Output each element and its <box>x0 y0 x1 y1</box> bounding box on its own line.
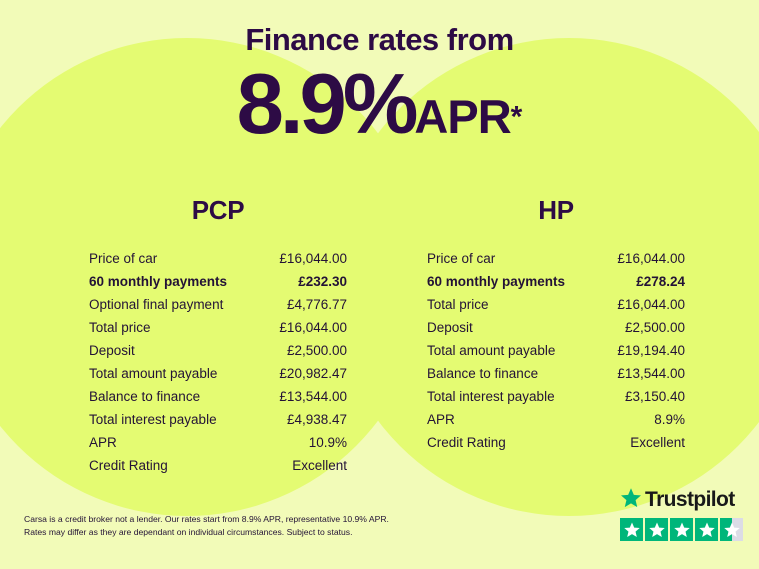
table-row: Credit Rating Excellent <box>427 431 685 454</box>
disclaimer: Carsa is a credit broker not a lender. O… <box>24 513 454 540</box>
table-row: Total amount payable £19,194.40 <box>427 339 685 362</box>
row-value: £232.30 <box>298 274 347 289</box>
row-label: Deposit <box>427 320 473 335</box>
row-value: 8.9% <box>654 412 685 427</box>
row-label: Total price <box>89 320 151 335</box>
page-title: Finance rates from <box>245 22 514 57</box>
background-circle-right <box>330 38 759 516</box>
row-label: Deposit <box>89 343 135 358</box>
row-label: Total interest payable <box>427 389 555 404</box>
row-value: £13,544.00 <box>617 366 685 381</box>
row-value: £16,044.00 <box>617 251 685 266</box>
table-row: Credit Rating Excellent <box>89 454 347 477</box>
row-label: Credit Rating <box>89 458 168 473</box>
row-label: Balance to finance <box>89 389 201 404</box>
row-label: Total interest payable <box>89 412 217 427</box>
disclaimer-line-1: Carsa is a credit broker not a lender. O… <box>24 514 389 524</box>
table-row: Price of car £16,044.00 <box>427 247 685 270</box>
table-row: APR 8.9% <box>427 408 685 431</box>
table-row: Total interest payable £4,938.47 <box>89 408 347 431</box>
row-value: £16,044.00 <box>279 320 347 335</box>
trustpilot-star-full <box>620 518 643 541</box>
row-value: Excellent <box>630 435 685 450</box>
row-label: Total amount payable <box>89 366 218 381</box>
trustpilot-widget[interactable]: Trustpilot <box>620 487 744 541</box>
table-row: Price of car £16,044.00 <box>89 247 347 270</box>
row-value: £16,044.00 <box>617 297 685 312</box>
table-row: APR 10.9% <box>89 431 347 454</box>
row-label: Price of car <box>89 251 158 266</box>
row-value: Excellent <box>292 458 347 473</box>
row-value: £278.24 <box>636 274 685 289</box>
trustpilot-star-full <box>645 518 668 541</box>
rate-unit: APR <box>414 90 511 143</box>
row-label: APR <box>89 435 117 450</box>
row-value: £3,150.40 <box>624 389 685 404</box>
row-value: £2,500.00 <box>286 343 347 358</box>
table-row: Deposit £2,500.00 <box>427 316 685 339</box>
row-label: Price of car <box>427 251 496 266</box>
row-label: APR <box>427 412 455 427</box>
row-label: Credit Rating <box>427 435 506 450</box>
column-title-hp: HP <box>538 195 574 225</box>
finance-table-pcp: Price of car £16,044.00 60 monthly payment… <box>89 247 347 477</box>
row-value: 10.9% <box>308 435 347 450</box>
row-value: £2,500.00 <box>624 320 685 335</box>
trustpilot-star-icon <box>620 487 642 514</box>
table-row: 60 monthly payments £278.24 <box>427 270 685 293</box>
finance-table-hp: Price of car £16,044.00 60 monthly payment… <box>427 247 685 454</box>
row-value: £20,982.47 <box>279 366 347 381</box>
table-row: Total price £16,044.00 <box>427 293 685 316</box>
trustpilot-wordmark: Trustpilot <box>645 488 735 511</box>
row-label: Total amount payable <box>427 343 556 358</box>
trustpilot-star-half <box>720 518 743 541</box>
finance-column-hp: HP Price of car £16,044.00 60 monthly paym… <box>427 195 685 454</box>
table-row: Total interest payable £3,150.40 <box>427 385 685 408</box>
table-row: Total price £16,044.00 <box>89 316 347 339</box>
row-value: £16,044.00 <box>279 251 347 266</box>
table-row: Balance to finance £13,544.00 <box>427 362 685 385</box>
row-label: Optional final payment <box>89 297 224 312</box>
finance-column-pcp: PCP Price of car £16,044.00 60 monthly pay… <box>89 195 347 477</box>
row-value: £13,544.00 <box>279 389 347 404</box>
column-title-pcp: PCP <box>191 195 245 225</box>
disclaimer-line-2: Rates may differ as they are dependant o… <box>24 527 353 538</box>
row-label: Balance to finance <box>427 366 539 381</box>
headline-rate: 8.9%APR* <box>0 62 759 147</box>
row-label: Total price <box>427 297 489 312</box>
trustpilot-star-rating <box>620 518 744 541</box>
table-row: Deposit £2,500.00 <box>89 339 347 362</box>
trustpilot-logo: Trustpilot <box>620 487 744 513</box>
rate-asterisk: * <box>510 100 523 134</box>
table-row: Optional final payment £4,776.77 <box>89 293 347 316</box>
row-label: 60 monthly payments <box>427 274 566 289</box>
table-row: Total amount payable £20,982.47 <box>89 362 347 385</box>
row-value: £4,938.47 <box>286 412 347 427</box>
row-label: 60 monthly payments <box>89 274 228 289</box>
table-row: Balance to finance £13,544.00 <box>89 385 347 408</box>
table-row: 60 monthly payments £232.30 <box>89 270 347 293</box>
trustpilot-star-full <box>695 518 718 541</box>
rate-value: 8.9% <box>236 57 419 152</box>
row-value: £4,776.77 <box>286 297 347 312</box>
row-value: £19,194.40 <box>617 343 685 358</box>
trustpilot-star-full <box>670 518 693 541</box>
